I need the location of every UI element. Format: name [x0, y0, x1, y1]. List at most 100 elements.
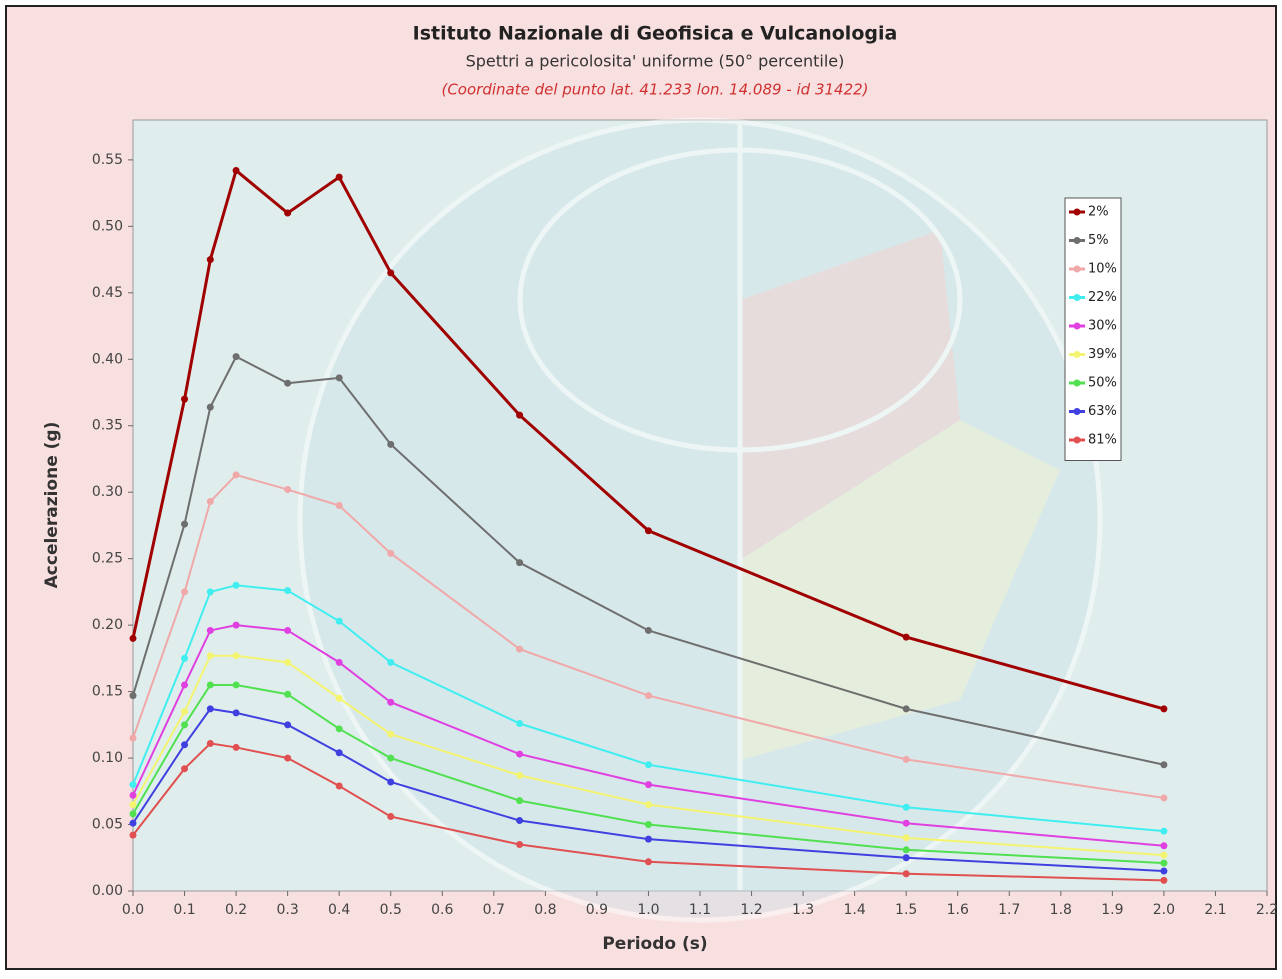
point — [181, 708, 188, 715]
point — [516, 720, 523, 727]
x-tick-label: 0.0 — [122, 902, 144, 918]
point — [645, 761, 652, 768]
point — [1160, 860, 1167, 867]
x-tick-label: 0.9 — [586, 902, 608, 918]
point — [284, 659, 291, 666]
x-tick-label: 1.1 — [689, 902, 711, 918]
point — [645, 858, 652, 865]
point — [387, 269, 394, 276]
point — [336, 725, 343, 732]
y-tick-label: 0.05 — [92, 817, 123, 833]
point — [1160, 705, 1167, 712]
point — [233, 622, 240, 629]
point — [207, 588, 214, 595]
point — [903, 804, 910, 811]
point — [207, 627, 214, 634]
point — [387, 755, 394, 762]
point — [1160, 794, 1167, 801]
point — [130, 801, 137, 808]
point — [516, 751, 523, 758]
x-tick-label: 2.2 — [1256, 902, 1278, 918]
point — [336, 502, 343, 509]
legend-marker — [1074, 408, 1081, 415]
legend-marker — [1074, 209, 1081, 216]
point — [284, 210, 291, 217]
point — [516, 841, 523, 848]
point — [387, 699, 394, 706]
x-tick-label: 0.3 — [277, 902, 299, 918]
point — [207, 740, 214, 747]
legend-marker — [1074, 351, 1081, 358]
y-tick-label: 0.10 — [92, 750, 123, 766]
y-tick-label: 0.15 — [92, 684, 123, 700]
point — [284, 721, 291, 728]
x-tick-label: 1.3 — [792, 902, 814, 918]
point — [336, 749, 343, 756]
x-tick-label: 0.8 — [534, 902, 556, 918]
point — [903, 820, 910, 827]
chart-subtitle: Spettri a pericolosita' uniforme (50° pe… — [466, 52, 845, 71]
y-tick-label: 0.50 — [92, 218, 123, 234]
point — [130, 820, 137, 827]
point — [903, 705, 910, 712]
point — [284, 587, 291, 594]
point — [233, 652, 240, 659]
point — [516, 559, 523, 566]
x-tick-label: 1.5 — [895, 902, 917, 918]
point — [233, 353, 240, 360]
y-tick-label: 0.00 — [92, 883, 123, 899]
point — [387, 550, 394, 557]
point — [645, 836, 652, 843]
point — [130, 792, 137, 799]
point — [645, 627, 652, 634]
x-tick-label: 2.0 — [1153, 902, 1175, 918]
x-tick-label: 1.0 — [637, 902, 659, 918]
point — [181, 765, 188, 772]
legend-label: 39% — [1088, 347, 1117, 362]
x-tick-label: 0.7 — [483, 902, 505, 918]
point — [130, 635, 137, 642]
point — [336, 374, 343, 381]
point — [1160, 828, 1167, 835]
legend-label: 2% — [1088, 205, 1109, 220]
point — [284, 627, 291, 634]
point — [284, 691, 291, 698]
x-tick-label: 0.6 — [431, 902, 453, 918]
point — [903, 854, 910, 861]
point — [1160, 852, 1167, 859]
point — [130, 832, 137, 839]
x-tick-label: 2.1 — [1204, 902, 1226, 918]
point — [387, 731, 394, 738]
point — [903, 834, 910, 841]
point — [516, 772, 523, 779]
point — [336, 782, 343, 789]
chart-note: (Coordinate del punto lat. 41.233 lon. 1… — [441, 81, 868, 99]
point — [516, 646, 523, 653]
point — [1160, 761, 1167, 768]
x-tick-label: 0.1 — [173, 902, 195, 918]
point — [1160, 877, 1167, 884]
background-globe — [300, 120, 1100, 920]
x-tick-label: 1.2 — [740, 902, 762, 918]
x-tick-label: 1.6 — [947, 902, 969, 918]
point — [645, 527, 652, 534]
x-tick-label: 1.7 — [998, 902, 1020, 918]
point — [336, 618, 343, 625]
legend-label: 10% — [1088, 262, 1117, 277]
point — [903, 870, 910, 877]
point — [387, 778, 394, 785]
y-tick-label: 0.45 — [92, 285, 123, 301]
point — [207, 652, 214, 659]
point — [181, 721, 188, 728]
point — [181, 741, 188, 748]
point — [645, 781, 652, 788]
legend-marker — [1074, 437, 1081, 444]
legend-label: 22% — [1088, 290, 1117, 305]
point — [516, 817, 523, 824]
y-tick-label: 0.40 — [92, 351, 123, 367]
point — [130, 692, 137, 699]
y-tick-label: 0.20 — [92, 617, 123, 633]
point — [903, 756, 910, 763]
point — [181, 588, 188, 595]
x-axis-label: Periodo (s) — [602, 934, 707, 954]
